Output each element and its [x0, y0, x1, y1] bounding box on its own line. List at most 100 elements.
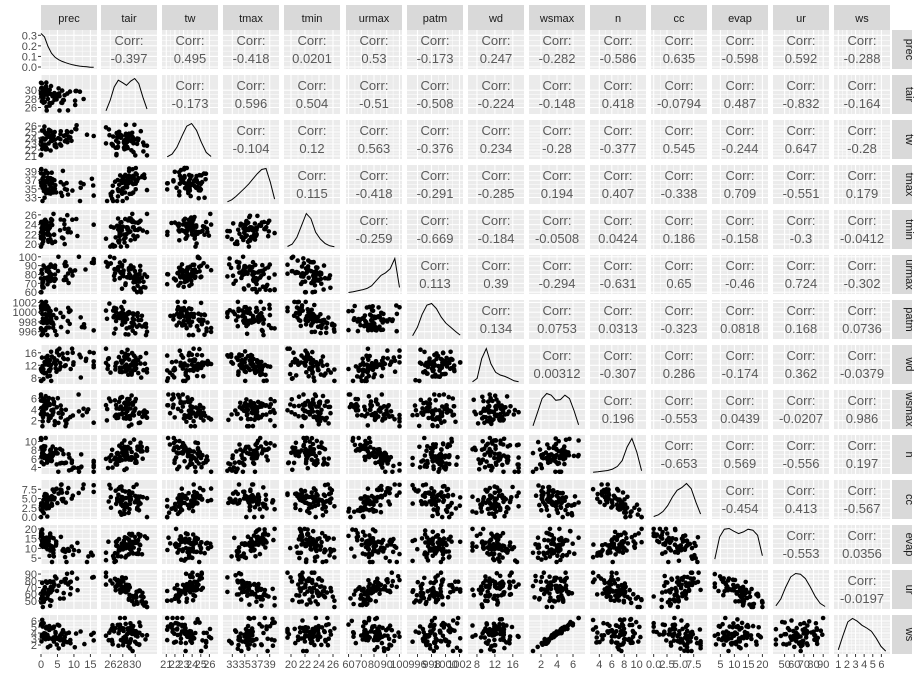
row-strip-label-ws: ws [903, 627, 915, 642]
scatter-point [556, 438, 561, 444]
corr-value-prec-tair: -0.397 [111, 51, 148, 66]
scatter-point [304, 370, 309, 375]
scatter-point [48, 175, 53, 181]
scatter-point [60, 168, 66, 174]
scatter-point [623, 531, 628, 536]
scatter-point [81, 406, 86, 412]
scatter-point [126, 415, 132, 421]
row-strip-patm [892, 300, 912, 339]
scatter-point [558, 504, 563, 509]
scatter-point [504, 548, 510, 553]
scatter-point [178, 360, 183, 366]
scatter-point [487, 403, 492, 409]
corr-value-tmin-ws: -0.0412 [840, 231, 884, 246]
scatter-point [238, 400, 243, 406]
scatter-point [116, 354, 122, 360]
scatter-point [56, 86, 61, 91]
scatter-point [241, 320, 247, 326]
scatter-point [297, 555, 302, 561]
scatter-point [191, 449, 197, 454]
scatter-point [253, 442, 258, 448]
panel-wd-evap: Corr:-0.174 [712, 345, 768, 384]
panel-wsmax-tmax [223, 390, 279, 429]
panel-wsmax-prec [38, 390, 97, 429]
corr-label-tmax-wsmax: Corr: [543, 168, 572, 183]
scatter-point [291, 403, 297, 409]
scatter-point [444, 364, 450, 369]
scatter-point [397, 348, 402, 353]
scatter-point [195, 492, 200, 497]
scatter-point [58, 324, 64, 330]
scatter-point [440, 484, 446, 489]
scatter-point [232, 535, 237, 541]
scatter-point [327, 486, 333, 491]
scatter-point [132, 274, 137, 279]
scatter-point [52, 422, 57, 428]
scatter-point [139, 324, 145, 329]
scatter-point [516, 409, 521, 415]
scatter-point [241, 462, 246, 467]
scatter-point [632, 545, 638, 551]
scatter-point [43, 406, 49, 411]
scatter-point [560, 514, 565, 520]
scatter-point [122, 137, 128, 143]
scatter-point [131, 353, 137, 359]
corr-value-tair-n: 0.418 [602, 96, 635, 111]
scatter-point [420, 483, 426, 488]
scatter-point [625, 541, 631, 546]
scatter-point [135, 283, 140, 289]
scatter-point [241, 286, 247, 291]
scatter-point [417, 378, 422, 384]
scatter-point [504, 394, 510, 399]
scatter-point [634, 502, 640, 508]
scatter-point [39, 453, 45, 459]
scatter-point [53, 141, 58, 147]
scatter-point [259, 268, 264, 274]
scatter-point [397, 360, 402, 365]
panel-tmax-wsmax: Corr:0.194 [529, 165, 585, 204]
scatter-point [183, 185, 188, 190]
scatter-point [136, 175, 141, 181]
scatter-point [591, 542, 596, 547]
scatter-point [239, 353, 245, 358]
scatter-point [547, 554, 553, 559]
scatter-point [176, 227, 181, 233]
scatter-point [299, 491, 305, 496]
scatter-point [347, 404, 353, 410]
scatter-point [366, 546, 372, 552]
scatter-point [272, 230, 277, 236]
scatter-point [498, 455, 503, 461]
scatter-point [514, 493, 520, 499]
scatter-point [605, 543, 611, 548]
scatter-point [252, 405, 257, 411]
scatter-point [388, 409, 394, 414]
scatter-point [356, 316, 361, 322]
scatter-point [199, 464, 204, 470]
scatter-point [76, 254, 82, 260]
corr-label-tmin-urmax: Corr: [360, 213, 389, 228]
scatter-point [540, 485, 546, 490]
scatter-point [470, 526, 475, 532]
corr-value-urmax-wsmax: -0.294 [539, 276, 576, 291]
scatter-point [225, 274, 230, 279]
scatter-point [319, 281, 324, 287]
scatter-point [264, 378, 269, 383]
panel-n-urmax [346, 435, 402, 475]
scatter-point [167, 370, 173, 376]
row-strip-label-cc: cc [903, 494, 915, 506]
scatter-point [244, 423, 250, 429]
scatter-point [108, 224, 114, 229]
scatter-point [621, 546, 626, 551]
scatter-point [362, 378, 368, 384]
scatter-point [595, 496, 600, 502]
scatter-point [470, 541, 475, 546]
scatter-point [127, 490, 133, 495]
scatter-point [179, 408, 184, 414]
scatter-point [57, 108, 62, 113]
scatter-point [267, 312, 273, 318]
scatter-point [236, 306, 241, 312]
panel-wsmax-tw [162, 390, 218, 429]
scatter-point [136, 508, 142, 513]
scatter-point [470, 509, 475, 514]
scatter-point [505, 454, 511, 460]
